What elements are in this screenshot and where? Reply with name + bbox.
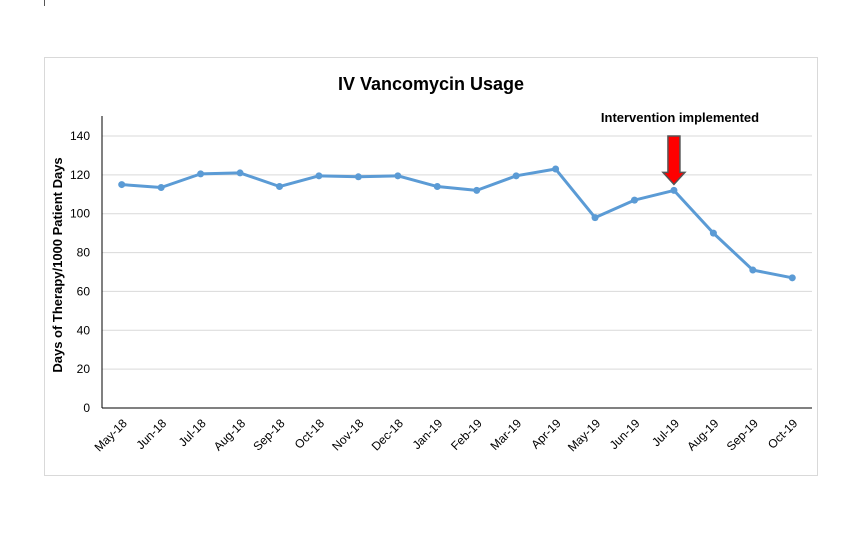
- data-point: [433, 183, 441, 191]
- x-tick-label: Jan-19: [410, 416, 446, 452]
- data-point: [473, 186, 481, 194]
- y-tick-label: 100: [70, 207, 90, 221]
- gridlines: [102, 135, 812, 370]
- data-point: [552, 165, 560, 173]
- x-tick-label: Aug-18: [211, 416, 248, 453]
- data-point: [670, 186, 678, 194]
- y-tick-label: 140: [70, 129, 90, 143]
- y-tick-label: 60: [77, 284, 91, 298]
- data-point: [631, 196, 638, 204]
- data-point: [709, 229, 717, 237]
- x-tick-label: Nov-18: [329, 416, 366, 453]
- data-point: [118, 181, 126, 189]
- data-point: [276, 183, 283, 191]
- y-tick-labels: 0 20 40 60 80 100 120 140: [70, 129, 90, 415]
- x-tick-label: Oct-18: [292, 416, 328, 452]
- x-tick-label: Dec-18: [369, 416, 406, 453]
- data-point: [749, 266, 757, 274]
- annotation-layer: [661, 135, 687, 186]
- annotation-label: Intervention implemented: [601, 110, 759, 125]
- x-tick-label: Jul-19: [649, 416, 682, 449]
- x-tick-label: Feb-19: [448, 416, 485, 453]
- data-point: [354, 173, 362, 181]
- x-tick-label: Jul-18: [176, 416, 209, 449]
- x-tick-label: Oct-19: [765, 416, 801, 452]
- data-point: [394, 172, 402, 180]
- chart-title: IV Vancomycin Usage: [338, 74, 524, 94]
- x-tick-label: May-19: [565, 416, 603, 454]
- data-point: [788, 274, 796, 282]
- data-point: [197, 170, 205, 178]
- data-point: [236, 169, 244, 177]
- x-tick-label: Sep-18: [250, 416, 287, 453]
- y-tick-label: 120: [70, 168, 90, 182]
- data-point: [512, 172, 520, 180]
- y-tick-label: 80: [77, 246, 91, 260]
- intervention-arrow: [661, 135, 687, 186]
- x-tick-label: Jun-19: [607, 416, 643, 452]
- series-layer: [118, 165, 796, 282]
- x-tick-labels: May-18 Jun-18 Jul-18 Aug-18 Sep-18 Oct-18 Nov-…: [92, 416, 801, 454]
- data-point: [591, 214, 599, 222]
- x-tick-label: May-18: [92, 416, 130, 454]
- x-tick-label: Mar-19: [488, 416, 525, 453]
- y-tick-label: 20: [77, 362, 91, 376]
- x-tick-label: Aug-19: [684, 416, 721, 453]
- corner-mark: [44, 0, 45, 6]
- data-point: [315, 172, 323, 180]
- series-line: [120, 167, 794, 280]
- x-tick-label: Apr-19: [528, 416, 564, 452]
- y-axis-label: Days of Therapy/1000 Patient Days: [50, 157, 65, 372]
- x-tick-label: Sep-19: [724, 416, 761, 453]
- y-tick-label: 0: [83, 401, 90, 415]
- axes: [101, 116, 812, 409]
- x-tick-label: Jun-18: [133, 416, 169, 452]
- data-point: [157, 183, 165, 191]
- y-tick-label: 40: [77, 323, 91, 337]
- chart-frame: [44, 57, 818, 476]
